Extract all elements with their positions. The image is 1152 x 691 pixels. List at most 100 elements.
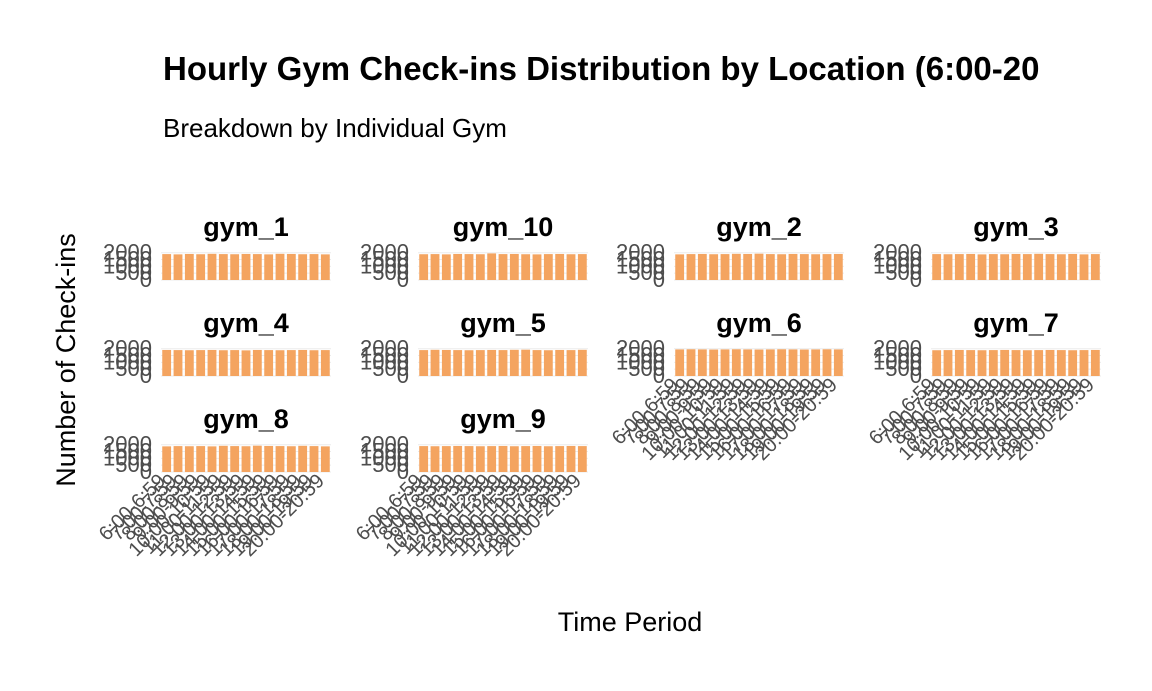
- bar: [475, 254, 485, 280]
- bar: [509, 446, 519, 472]
- bar: [1000, 349, 1010, 376]
- bar: [286, 350, 296, 376]
- bar: [1022, 254, 1032, 280]
- y-tick-label: 500: [885, 356, 922, 381]
- bar: [464, 446, 474, 472]
- y-tick-label: 2000: [103, 240, 152, 265]
- facet-panels: gym_10500100015002000gym_100500100015002…: [95, 212, 1101, 561]
- bar: [1045, 254, 1055, 280]
- bar: [498, 254, 508, 280]
- bar: [309, 446, 319, 472]
- y-tick-label: 2000: [616, 336, 665, 361]
- bar: [184, 253, 194, 280]
- bar: [453, 350, 463, 376]
- bar: [464, 254, 474, 280]
- bar: [788, 253, 798, 280]
- y-tick-label: 2000: [360, 336, 409, 361]
- bar: [430, 349, 440, 376]
- y-tick-label: 0: [140, 363, 152, 388]
- facet-title: gym_10: [453, 212, 554, 242]
- bar: [811, 254, 821, 280]
- y-tick-label: 1000: [873, 349, 922, 374]
- bar: [1079, 350, 1089, 376]
- bar: [555, 253, 565, 280]
- bar: [320, 350, 330, 376]
- bar: [822, 254, 832, 280]
- y-tick-label: 500: [115, 356, 152, 381]
- bar: [320, 254, 330, 280]
- bar: [241, 350, 251, 376]
- bar: [487, 253, 497, 280]
- facet-title: gym_9: [460, 404, 546, 434]
- bar: [196, 446, 206, 472]
- y-tick-label: 500: [115, 260, 152, 285]
- bar: [441, 349, 451, 376]
- bar: [731, 349, 741, 376]
- y-tick-label: 1000: [103, 253, 152, 278]
- y-tick-label: 0: [397, 459, 409, 484]
- bar: [675, 349, 685, 376]
- bar: [532, 254, 542, 280]
- bar: [207, 446, 217, 472]
- bar: [822, 349, 832, 376]
- bar: [532, 445, 542, 472]
- bar: [686, 349, 696, 376]
- bar: [441, 254, 451, 280]
- y-tick-label: 1500: [616, 343, 665, 368]
- bar: [196, 350, 206, 376]
- bar: [298, 445, 308, 472]
- bar: [765, 254, 775, 280]
- y-tick-label: 1500: [360, 247, 409, 272]
- bar: [521, 349, 531, 376]
- y-tick-label: 1000: [873, 253, 922, 278]
- bar: [675, 254, 685, 280]
- y-tick-label: 1000: [360, 253, 409, 278]
- y-tick-label: 0: [140, 267, 152, 292]
- bar: [252, 254, 262, 280]
- y-tick-label: 500: [372, 356, 409, 381]
- bar: [309, 350, 319, 376]
- bar: [709, 254, 719, 280]
- bar: [230, 350, 240, 376]
- y-axis-title: Number of Check-ins: [51, 233, 81, 487]
- bar: [943, 350, 953, 376]
- bar: [543, 254, 553, 280]
- bar: [475, 350, 485, 376]
- bar: [977, 350, 987, 376]
- bar: [419, 446, 429, 472]
- bar: [788, 349, 798, 376]
- y-tick-label: 1500: [873, 343, 922, 368]
- bar: [966, 253, 976, 280]
- y-tick-label: 0: [397, 267, 409, 292]
- y-tick-label: 0: [397, 363, 409, 388]
- y-tick-label: 2000: [873, 336, 922, 361]
- bar: [988, 350, 998, 376]
- bar: [811, 349, 821, 376]
- bar: [555, 349, 565, 376]
- y-tick-label: 0: [910, 363, 922, 388]
- bar: [799, 254, 809, 280]
- bar: [509, 349, 519, 376]
- bar: [509, 253, 519, 280]
- bar: [1090, 254, 1100, 280]
- y-tick-label: 1500: [616, 247, 665, 272]
- bar: [241, 446, 251, 472]
- bar: [419, 254, 429, 280]
- facet-title: gym_2: [716, 212, 802, 242]
- facet-title: gym_7: [973, 308, 1059, 338]
- y-tick-label: 2000: [360, 432, 409, 457]
- bar: [1056, 350, 1066, 376]
- chart-title: Hourly Gym Check-ins Distribution by Loc…: [163, 50, 1039, 87]
- facet-title: gym_5: [460, 308, 546, 338]
- bar: [264, 254, 274, 280]
- bar: [566, 350, 576, 376]
- bar: [275, 253, 285, 280]
- y-tick-label: 1500: [103, 343, 152, 368]
- bar: [320, 446, 330, 472]
- bar: [1034, 350, 1044, 376]
- facet-gym_9: gym_905001000150020006:00-6:597:00-7:598…: [352, 404, 588, 561]
